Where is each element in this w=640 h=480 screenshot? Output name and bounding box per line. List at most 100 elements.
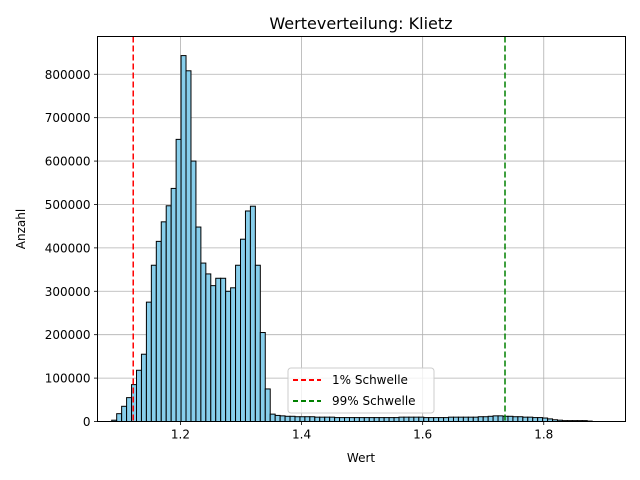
y-tick-label: 800000 <box>45 68 91 82</box>
histogram-bar <box>324 416 331 422</box>
histogram-bar <box>319 416 326 422</box>
histogram-bar <box>289 415 296 423</box>
histogram-bar <box>537 417 544 422</box>
histogram-bar <box>116 413 123 422</box>
histogram-bar <box>274 414 281 423</box>
histogram-bar <box>294 416 301 422</box>
threshold-lines <box>132 36 506 422</box>
histogram-bar <box>264 388 271 422</box>
histogram-bar <box>438 417 445 422</box>
histogram-bar <box>497 415 504 423</box>
histogram-bar <box>279 415 286 423</box>
histogram-bar <box>259 332 266 422</box>
histogram-bar <box>443 417 450 422</box>
plot-frame <box>97 36 626 422</box>
chart-title: Werteverteilung: Klietz <box>269 14 452 33</box>
histogram-bar <box>358 417 365 422</box>
histogram-bar <box>532 417 539 422</box>
histogram-bar <box>185 70 192 423</box>
histogram-bar <box>413 416 420 422</box>
histogram-bar <box>126 397 133 423</box>
histogram-bar <box>418 416 425 422</box>
y-tick-label: 100000 <box>45 372 91 386</box>
histogram-bar <box>472 416 479 422</box>
histogram-bar <box>235 264 242 422</box>
histogram-bar <box>225 290 232 422</box>
histogram-bar <box>249 205 256 422</box>
histogram-bar <box>205 273 212 422</box>
bars <box>111 55 593 423</box>
histogram-bar <box>334 417 341 422</box>
histogram-bar <box>452 416 459 422</box>
histogram-bar <box>368 417 375 422</box>
x-tick-label: 1.4 <box>292 428 311 442</box>
histogram-bar <box>215 277 222 422</box>
x-tick-label: 1.6 <box>413 428 432 442</box>
legend: 1% Schwelle 99% Schwelle <box>287 367 435 414</box>
histogram-bar <box>175 138 182 422</box>
histogram-bar <box>329 416 336 422</box>
histogram-bar <box>269 413 276 422</box>
histogram-bar <box>230 287 237 422</box>
histogram-bar <box>522 416 529 422</box>
histogram-bar <box>507 415 514 423</box>
x-axis-label: Wert <box>347 451 375 465</box>
legend-box <box>287 367 435 414</box>
histogram-bar <box>482 416 489 422</box>
histogram-bar <box>462 416 469 422</box>
histogram-bar <box>200 262 207 422</box>
y-tick-label: 300000 <box>45 285 91 299</box>
histogram-bar <box>145 301 152 423</box>
histogram-bar <box>150 264 157 422</box>
y-tick-label: 500000 <box>45 198 91 212</box>
y-axis-ticks: 0 100000 200000 300000 400000 500000 600000 700… <box>45 68 98 429</box>
histogram-bar <box>457 416 464 422</box>
x-axis-ticks: 1.2 1.4 1.6 1.8 <box>171 421 553 442</box>
histogram-bar <box>353 417 360 422</box>
histogram-bar <box>210 285 217 423</box>
histogram-bar <box>363 417 370 422</box>
histogram-bar <box>428 417 435 422</box>
histogram-bar <box>344 417 350 422</box>
histogram-bar <box>160 221 167 422</box>
histogram-bar <box>408 416 415 422</box>
histogram-bar <box>448 416 454 422</box>
histogram-bar <box>487 415 494 423</box>
histogram-bar <box>165 205 172 422</box>
histogram-bar <box>393 417 400 422</box>
histogram-bar <box>433 417 440 422</box>
y-tick-label: 600000 <box>45 155 91 169</box>
histogram-bar <box>339 417 346 422</box>
histogram-bar <box>492 415 499 423</box>
histogram-bar <box>180 55 187 422</box>
histogram-bar <box>195 226 202 422</box>
histogram-bar <box>244 210 251 422</box>
histogram-bar <box>467 416 474 422</box>
legend-label-1pct: 1% Schwelle <box>332 373 408 387</box>
histogram-bar <box>155 240 162 422</box>
histogram-bar <box>240 238 246 422</box>
histogram-bar <box>309 416 316 422</box>
histogram-bar <box>373 417 380 422</box>
histogram-bar <box>299 416 306 422</box>
histogram-bar <box>423 417 430 422</box>
histogram-bar <box>477 416 484 422</box>
histogram-bar <box>348 417 355 422</box>
y-tick-label: 700000 <box>45 111 91 125</box>
y-axis-label: Anzahl <box>14 209 28 249</box>
histogram-bar <box>542 417 549 422</box>
histogram-bar <box>220 277 227 422</box>
histogram-bar <box>190 160 197 422</box>
histogram-bar <box>527 416 534 422</box>
histogram-bar <box>304 416 311 422</box>
histogram-bar <box>388 417 395 422</box>
histogram-bar <box>398 416 405 422</box>
legend-label-99pct: 99% Schwelle <box>332 394 416 408</box>
x-tick-label: 1.8 <box>534 428 553 442</box>
histogram-bar <box>403 416 410 422</box>
histogram-bar <box>135 369 142 422</box>
x-tick-label: 1.2 <box>171 428 190 442</box>
histogram-bar <box>140 353 147 422</box>
y-tick-label: 200000 <box>45 328 91 342</box>
